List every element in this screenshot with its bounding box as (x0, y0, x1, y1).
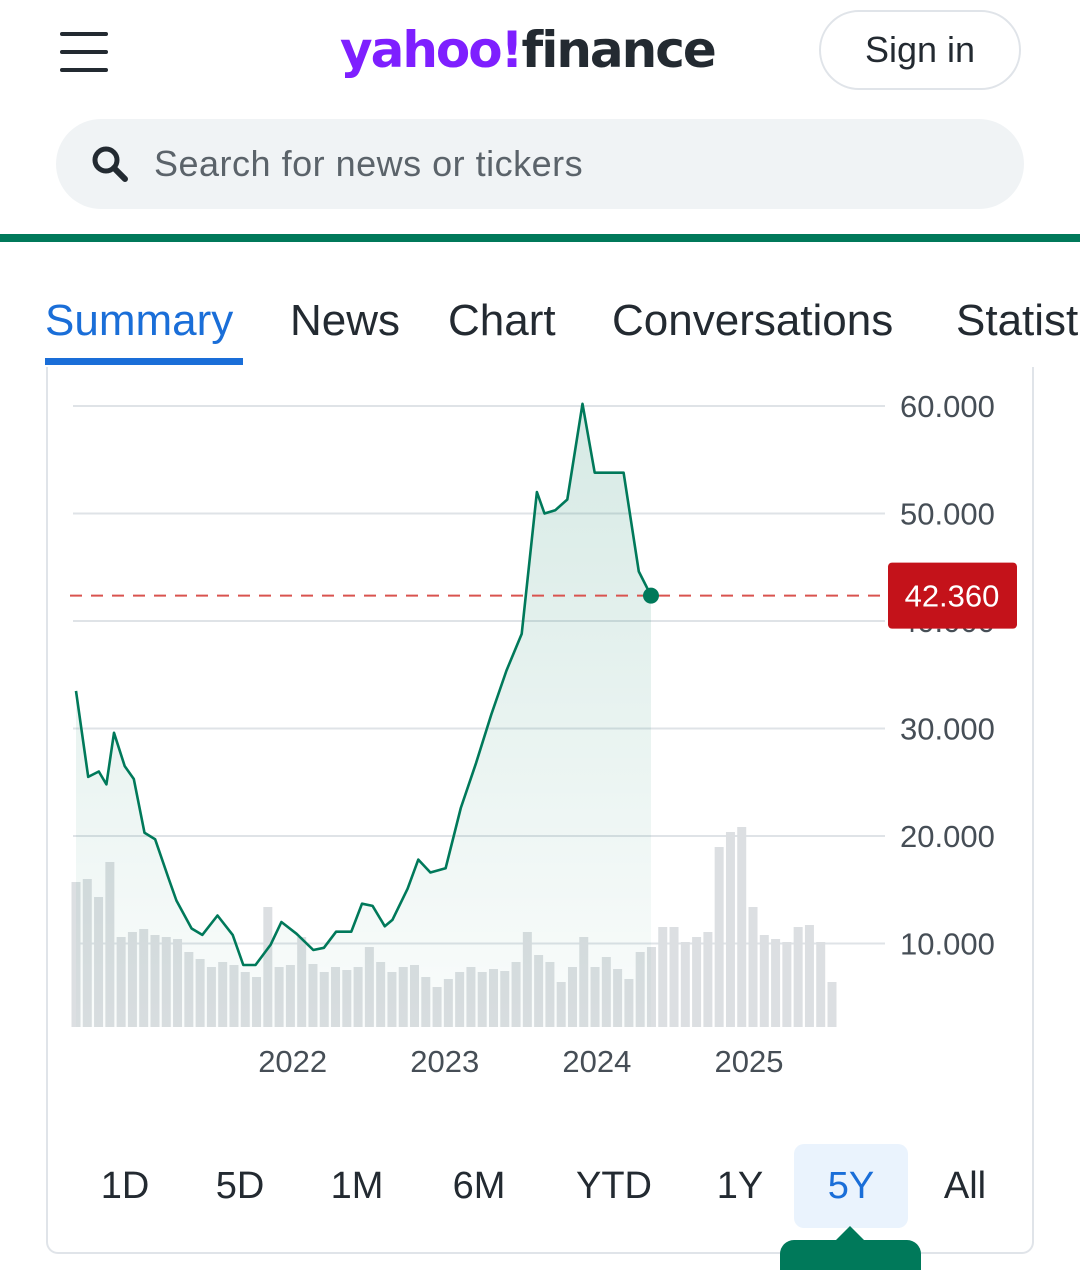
range-ytd-button[interactable]: YTD (576, 1164, 652, 1207)
price-line (74, 402, 653, 967)
tab-conversations[interactable]: Conversations (612, 296, 894, 345)
search-input[interactable] (152, 142, 936, 186)
volume-bar (748, 907, 758, 1027)
range-all-button[interactable]: All (943, 1164, 987, 1207)
range-1y-button[interactable]: 1Y (716, 1164, 764, 1207)
yahoo-finance-logo[interactable]: yahoo!finance (340, 18, 717, 82)
range-6m-button[interactable]: 6M (452, 1164, 506, 1207)
x-tick-label: 2022 (258, 1044, 327, 1079)
current-price-label: 42.360 (905, 579, 1000, 614)
y-tick-label: 30.000 (900, 712, 995, 747)
volume-bar (737, 827, 747, 1027)
tab-chart[interactable]: Chart (448, 296, 556, 345)
volume-bar (646, 947, 656, 1027)
range-5d-button[interactable]: 5D (215, 1164, 265, 1207)
volume-bar (692, 937, 702, 1027)
x-tick-label: 2023 (410, 1044, 479, 1079)
search-bar[interactable] (56, 119, 1024, 209)
current-price-dot (642, 587, 659, 604)
sign-in-button[interactable]: Sign in (819, 10, 1021, 90)
volume-bar (703, 932, 713, 1027)
volume-bar (669, 927, 679, 1027)
app-header: yahoo!finance Sign in (0, 0, 1080, 242)
range-selector: 1D 5D 1M 6M YTD 1Y 5Y All (0, 1140, 1080, 1230)
volume-bar (827, 982, 837, 1027)
tab-news[interactable]: News (290, 296, 401, 345)
x-tick-label: 2025 (715, 1044, 784, 1079)
volume-bar (782, 942, 792, 1027)
tab-statistics[interactable]: Statistics (956, 296, 1080, 345)
volume-bar (759, 935, 769, 1027)
quote-tabs: Summary News Chart Conversations Statist… (0, 290, 1080, 370)
range-5y-button[interactable]: 5Y (794, 1144, 908, 1228)
volume-bar (793, 927, 803, 1027)
volume-bar (658, 927, 668, 1027)
chart-card (46, 367, 1034, 1254)
y-tick-label: 60.000 (900, 389, 995, 424)
y-tick-label: 50.000 (900, 497, 995, 532)
current-price-badge (888, 562, 1017, 629)
header-divider (0, 234, 1080, 242)
volume-bar (714, 847, 724, 1027)
x-tick-label: 2024 (562, 1044, 631, 1079)
search-icon (92, 146, 128, 182)
volume-bar (725, 832, 735, 1027)
tab-summary[interactable]: Summary (45, 296, 234, 345)
y-tick-label: 10.000 (900, 927, 995, 962)
active-tab-indicator (45, 358, 243, 365)
range-1d-button[interactable]: 1D (100, 1164, 150, 1207)
range-1m-button[interactable]: 1M (330, 1164, 384, 1207)
logo-yahoo: yahoo! (340, 21, 523, 79)
volume-bar (804, 925, 814, 1027)
hamburger-menu-icon[interactable] (60, 32, 108, 72)
volume-bar (816, 942, 826, 1027)
logo-finance: finance (521, 21, 716, 79)
price-area (76, 403, 651, 1027)
volume-bar (771, 939, 781, 1027)
y-tick-label: 20.000 (900, 819, 995, 854)
bottom-drawer-handle[interactable] (780, 1226, 921, 1270)
volume-bar (680, 942, 690, 1027)
